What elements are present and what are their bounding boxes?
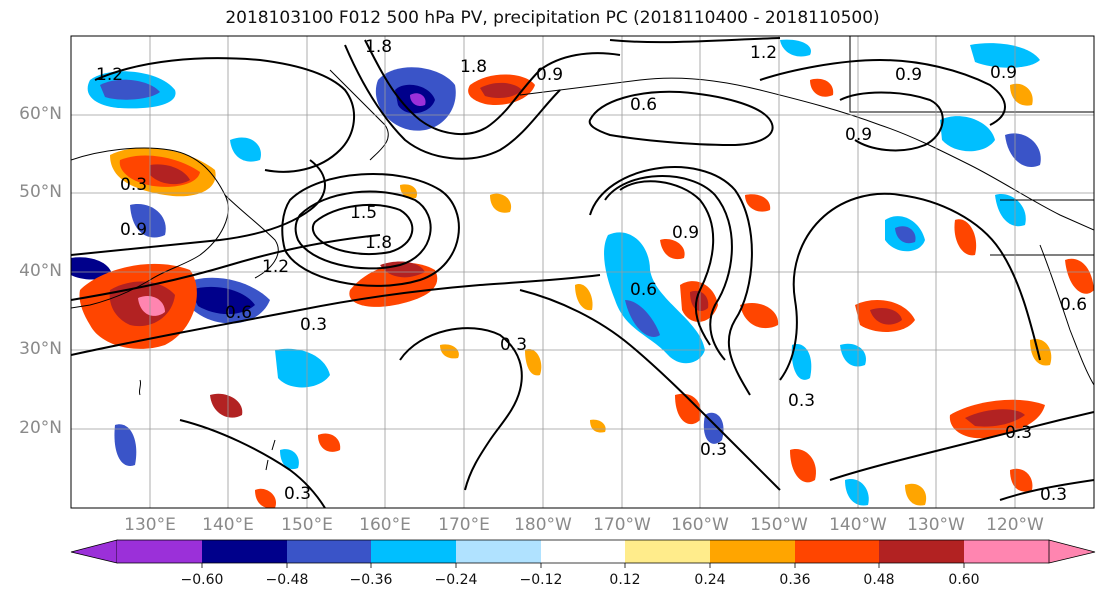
colorbar-swatch (117, 540, 202, 563)
contour-label: 0.3 (300, 315, 327, 335)
colorbar-swatch (371, 540, 456, 563)
colorbar-swatch (287, 540, 371, 563)
contour-label: 0.3 (1005, 423, 1032, 443)
map-title: 2018103100 F012 500 hPa PV, precipitatio… (225, 8, 880, 28)
contour-label: 0.6 (630, 95, 657, 115)
lon-label: 170°E (438, 515, 490, 535)
lon-label: 160°E (359, 515, 411, 535)
colorbar-tick-label: −0.48 (265, 572, 309, 588)
lat-label: 40°N (19, 261, 62, 281)
map-frame (70, 35, 1095, 509)
contour-label: 0.3 (500, 335, 527, 355)
colorbar-swatch (456, 540, 541, 563)
contour-label: 0.9 (845, 125, 872, 145)
colorbar-extend-high (1048, 539, 1096, 564)
contour-label: 0.9 (536, 65, 563, 85)
contour-labels: 1.2 1.8 1.8 0.9 0.6 0.3 0.9 1.5 1.8 1.2 … (96, 37, 1087, 505)
contour-label: 0.9 (895, 65, 922, 85)
lat-label: 30°N (19, 339, 62, 359)
colorbar-tick-label: −0.36 (349, 572, 393, 588)
contour-label: 0.3 (788, 391, 815, 411)
lat-label: 50°N (19, 182, 62, 202)
colorbar (70, 539, 1096, 568)
colorbar-swatch (202, 540, 287, 563)
lon-label: 130°E (124, 515, 176, 535)
contour-label: 1.8 (460, 57, 487, 77)
colorbar-swatch (964, 540, 1049, 563)
contour-label: 0.6 (630, 280, 657, 300)
contour-label: 0.6 (225, 303, 252, 323)
colorbar-tick-label: −0.12 (519, 572, 563, 588)
colorbar-tick-label: 0.12 (609, 572, 641, 588)
lon-label: 120°W (986, 515, 1044, 535)
contour-label: 1.2 (96, 65, 123, 85)
contour-label: 0.3 (700, 440, 727, 460)
lon-label: 170°W (593, 515, 651, 535)
colorbar-swatch (710, 540, 795, 563)
contour-label: 0.9 (120, 220, 147, 240)
contour-label: 0.9 (672, 223, 699, 243)
contour-label: 0.3 (284, 484, 311, 504)
contour-label: 0.3 (120, 175, 147, 195)
map-plot-area: 1.2 1.8 1.8 0.9 0.6 0.3 0.9 1.5 1.8 1.2 … (71, 36, 1094, 508)
lat-label: 20°N (19, 418, 62, 438)
contour-label: 1.8 (365, 37, 392, 57)
contour-label: 0.6 (1060, 295, 1087, 315)
contour-label: 1.8 (365, 233, 392, 253)
colorbar-extend-low (70, 539, 118, 564)
contour-label: 1.2 (262, 257, 289, 277)
colorbar-swatch (541, 540, 625, 563)
colorbar-swatch (879, 540, 964, 563)
lat-label: 60°N (19, 104, 62, 124)
lon-label: 140°E (202, 515, 254, 535)
lon-label: 140°W (829, 515, 887, 535)
lon-label: 130°W (907, 515, 965, 535)
lon-label: 180°W (514, 515, 572, 535)
contour-label: 0.3 (1040, 485, 1067, 505)
colorbar-tick-label: −0.60 (180, 572, 224, 588)
colorbar-swatch (625, 540, 710, 563)
pv-contours (71, 37, 1094, 508)
lon-label: 150°W (750, 515, 808, 535)
colorbar-swatch (795, 540, 879, 563)
contour-label: 1.2 (750, 43, 777, 63)
graticule (71, 36, 1094, 508)
colorbar-tick-label: 0.36 (779, 572, 811, 588)
lon-label: 150°E (281, 515, 333, 535)
colorbar-tick-label: 0.48 (863, 572, 895, 588)
colorbar-tick-label: 0.24 (694, 572, 726, 588)
colorbar-tick-label: −0.24 (434, 572, 478, 588)
contour-label: 0.9 (990, 63, 1017, 83)
precip-shading (71, 39, 1094, 508)
contour-label: 1.5 (350, 203, 377, 223)
lon-label: 160°W (671, 515, 729, 535)
colorbar-tick-label: 0.60 (948, 572, 980, 588)
